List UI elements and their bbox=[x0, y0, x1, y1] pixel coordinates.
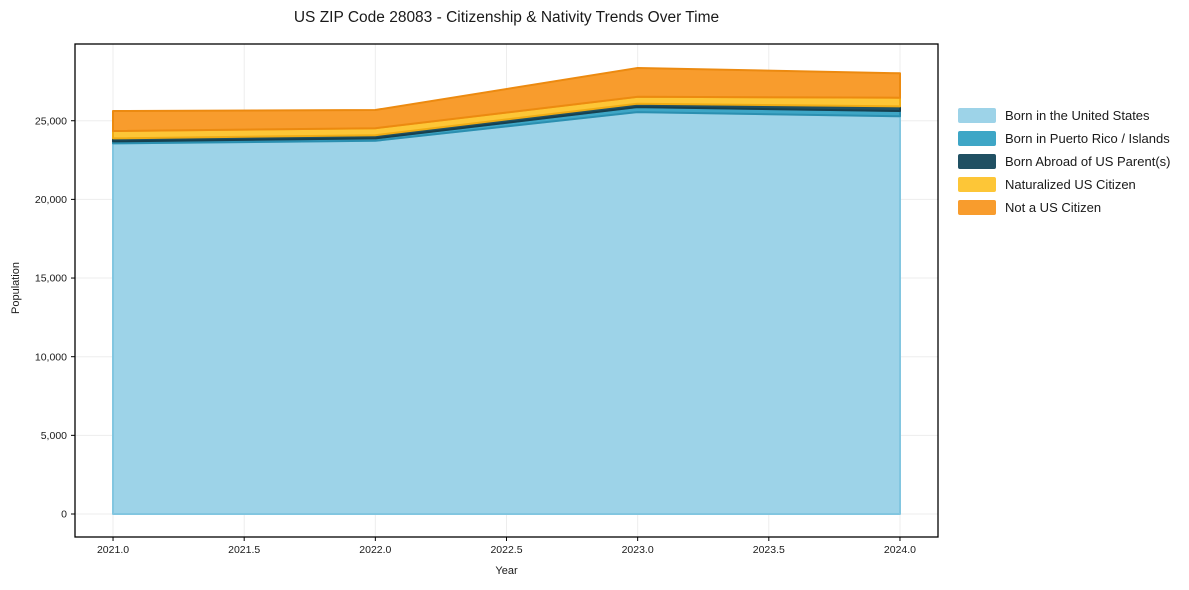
legend-label: Born in the United States bbox=[1005, 108, 1150, 123]
legend-label: Born in Puerto Rico / Islands bbox=[1005, 131, 1170, 146]
legend-item: Born in Puerto Rico / Islands bbox=[958, 131, 1170, 146]
y-tick-label: 5,000 bbox=[41, 430, 67, 442]
legend-swatch-icon bbox=[958, 154, 996, 169]
y-tick-label: 10,000 bbox=[35, 351, 67, 363]
area-series bbox=[112, 67, 901, 132]
legend-swatch-icon bbox=[958, 131, 996, 146]
x-axis-label: Year bbox=[495, 565, 518, 577]
legend-item: Not a US Citizen bbox=[958, 200, 1170, 215]
x-tick-label: 2021.5 bbox=[228, 544, 260, 556]
x-tick-label: 2021.0 bbox=[97, 544, 129, 556]
legend: Born in the United States Born in Puerto … bbox=[958, 108, 1170, 215]
legend-label: Born Abroad of US Parent(s) bbox=[1005, 154, 1171, 169]
legend-item: Born Abroad of US Parent(s) bbox=[958, 154, 1170, 169]
legend-swatch-icon bbox=[958, 200, 996, 215]
legend-swatch-icon bbox=[958, 108, 996, 123]
y-tick-label: 20,000 bbox=[35, 194, 67, 206]
y-tick-label: 25,000 bbox=[35, 115, 67, 127]
y-tick-label: 15,000 bbox=[35, 273, 67, 285]
x-tick-label: 2022.0 bbox=[359, 544, 391, 556]
x-tick-label: 2024.0 bbox=[884, 544, 916, 556]
legend-label: Naturalized US Citizen bbox=[1005, 177, 1136, 192]
legend-item: Naturalized US Citizen bbox=[958, 177, 1170, 192]
legend-item: Born in the United States bbox=[958, 108, 1170, 123]
chart-title: US ZIP Code 28083 - Citizenship & Nativi… bbox=[293, 9, 720, 26]
legend-swatch-icon bbox=[958, 177, 996, 192]
x-tick-label: 2023.0 bbox=[622, 544, 654, 556]
x-tick-label: 2022.5 bbox=[490, 544, 522, 556]
area-series bbox=[112, 111, 901, 515]
legend-label: Not a US Citizen bbox=[1005, 200, 1102, 215]
x-tick-label: 2023.5 bbox=[753, 544, 785, 556]
y-tick-label: 0 bbox=[61, 509, 67, 521]
